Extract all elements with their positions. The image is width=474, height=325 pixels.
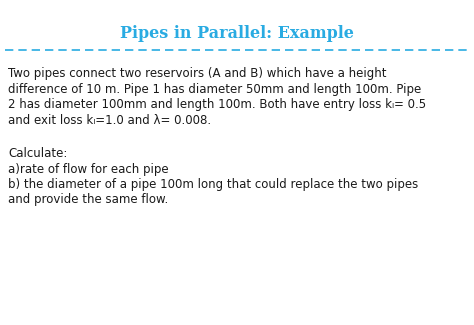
Text: a)rate of flow for each pipe: a)rate of flow for each pipe (8, 162, 169, 176)
Text: and provide the same flow.: and provide the same flow. (8, 193, 168, 206)
Text: Calculate:: Calculate: (8, 147, 67, 160)
Text: and exit loss kₗ=1.0 and λ= 0.008.: and exit loss kₗ=1.0 and λ= 0.008. (8, 113, 211, 126)
Text: Two pipes connect two reservoirs (A and B) which have a height: Two pipes connect two reservoirs (A and … (8, 67, 386, 80)
Text: b) the diameter of a pipe 100m long that could replace the two pipes: b) the diameter of a pipe 100m long that… (8, 178, 418, 191)
Text: difference of 10 m. Pipe 1 has diameter 50mm and length 100m. Pipe: difference of 10 m. Pipe 1 has diameter … (8, 83, 421, 96)
Text: Pipes in Parallel: Example: Pipes in Parallel: Example (120, 25, 354, 42)
Text: 2 has diameter 100mm and length 100m. Both have entry loss kₗ= 0.5: 2 has diameter 100mm and length 100m. Bo… (8, 98, 426, 111)
